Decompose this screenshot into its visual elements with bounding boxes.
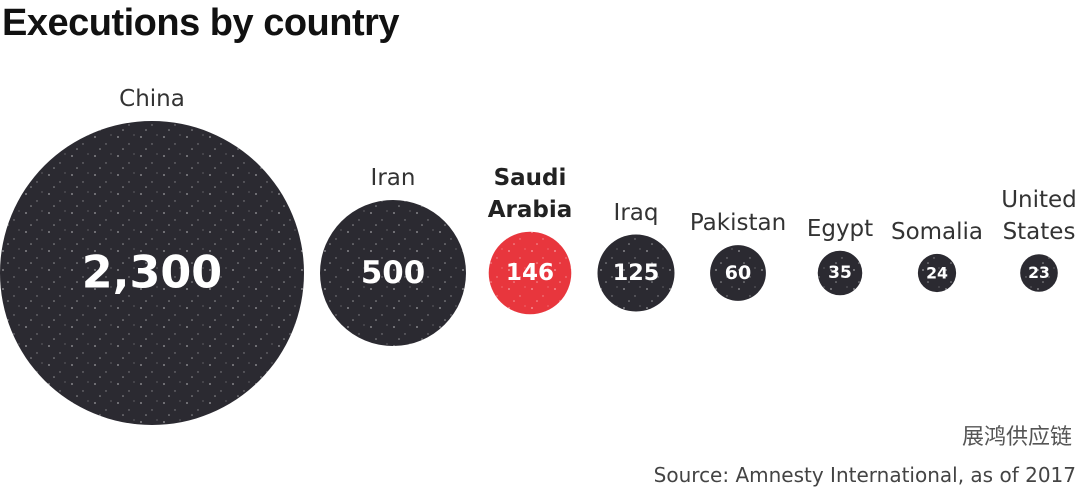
- category-label: China: [119, 86, 185, 112]
- category-label: United States: [1001, 187, 1077, 246]
- watermark: 展鸿供应链: [961, 425, 1072, 450]
- value-label: 23: [1028, 264, 1050, 282]
- value-label: 24: [926, 264, 948, 283]
- category-label: Iraq: [613, 199, 659, 226]
- category-label: Somalia: [890, 218, 984, 245]
- bubble-texture: [1020, 254, 1058, 292]
- bubble-texture: [817, 250, 863, 296]
- category-label: Iran: [370, 165, 416, 191]
- category-label: Pakistan: [689, 210, 787, 237]
- value-label: 500: [361, 255, 425, 291]
- category-label: Saudi Arabia: [487, 164, 573, 223]
- bubble-texture: [917, 253, 957, 293]
- chart-title: Executions by country: [2, 2, 400, 44]
- category-label: Egypt: [806, 215, 874, 242]
- value-label: 125: [613, 260, 660, 286]
- bubble-texture: [488, 231, 572, 315]
- bubble-texture: [710, 245, 766, 301]
- value-label: 2,300: [82, 248, 222, 299]
- bubble-texture: [0, 121, 304, 425]
- value-label: 35: [828, 263, 852, 283]
- bubble-texture: [319, 199, 467, 347]
- value-label: 146: [506, 260, 554, 286]
- bubble-texture: [597, 234, 675, 312]
- source: Source: Amnesty International, as of 201…: [653, 463, 1076, 487]
- value-label: 60: [725, 262, 751, 284]
